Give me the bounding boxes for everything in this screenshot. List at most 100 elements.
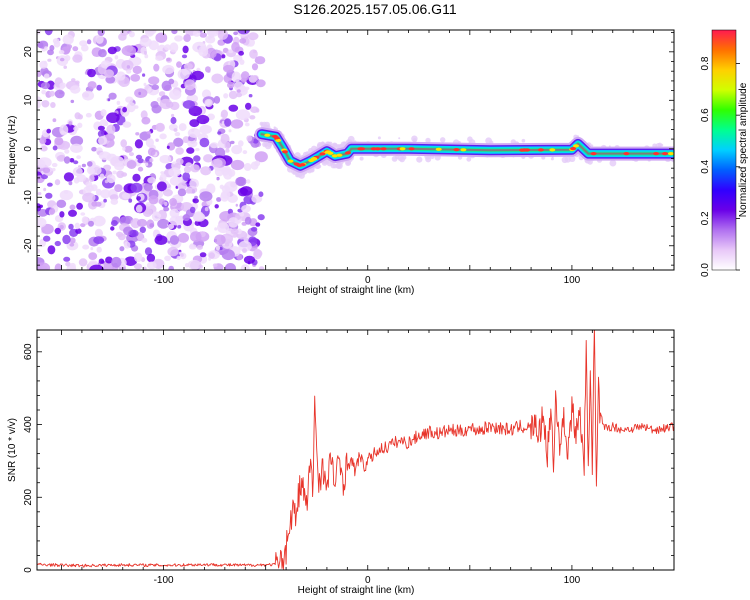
hot-spot xyxy=(264,133,271,137)
noise-blob xyxy=(111,220,118,227)
noise-blob xyxy=(88,252,98,260)
halo-dot xyxy=(440,137,446,143)
noise-blob xyxy=(219,184,224,190)
noise-blob xyxy=(104,179,109,184)
noise-blob xyxy=(251,63,259,71)
noise-blob xyxy=(91,184,98,192)
noise-blob xyxy=(58,50,65,55)
noise-blob xyxy=(188,244,197,250)
noise-blob xyxy=(177,188,187,197)
noise-blob xyxy=(205,66,211,73)
colorbar-tick-label: 0.0 xyxy=(700,263,711,277)
hot-spot xyxy=(299,163,306,167)
noise-blob xyxy=(77,122,83,128)
noise-blob xyxy=(143,266,147,270)
noise-blob xyxy=(164,201,168,206)
noise-blob xyxy=(203,154,214,163)
snr-background xyxy=(37,330,674,570)
noise-blob xyxy=(253,49,257,54)
noise-blob xyxy=(153,63,160,72)
noise-blob xyxy=(37,159,46,169)
snr-series xyxy=(37,330,674,570)
noise-blob xyxy=(158,91,166,97)
noise-blob xyxy=(88,174,95,183)
noise-blob xyxy=(107,46,117,55)
noise-blob xyxy=(106,174,116,184)
hot-spot xyxy=(399,147,406,151)
noise-blob xyxy=(170,116,177,125)
noise-blob xyxy=(148,76,160,85)
noise-blob xyxy=(76,155,81,160)
x-tick-label: -100 xyxy=(154,575,174,586)
noise-blob xyxy=(183,63,193,70)
noise-blob xyxy=(188,105,203,117)
noise-blob xyxy=(107,98,111,102)
noise-blob xyxy=(191,70,205,81)
hot-spot xyxy=(370,147,377,151)
noise-blob xyxy=(50,102,56,108)
noise-blob xyxy=(155,32,168,43)
noise-region xyxy=(37,30,268,270)
noise-blob xyxy=(243,163,252,171)
noise-blob xyxy=(161,80,172,92)
noise-blob xyxy=(192,212,206,222)
spectrogram-xlabel: Height of straight line (km) xyxy=(298,285,415,296)
noise-blob xyxy=(242,150,248,155)
noise-blob xyxy=(143,50,147,55)
noise-blob xyxy=(200,166,212,176)
noise-blob xyxy=(138,91,142,96)
noise-blob xyxy=(130,74,141,82)
halo-dot xyxy=(399,156,405,163)
noise-blob xyxy=(41,223,54,235)
noise-blob xyxy=(159,173,167,182)
noise-blob xyxy=(143,183,153,192)
hot-spot xyxy=(374,147,381,151)
halo-dot xyxy=(590,144,594,147)
noise-blob xyxy=(41,100,50,108)
hot-spot xyxy=(357,147,364,151)
halo-dot xyxy=(322,142,326,146)
noise-blob xyxy=(54,136,64,146)
hot-spot xyxy=(653,152,660,156)
noise-blob xyxy=(78,258,88,267)
noise-blob xyxy=(154,235,168,246)
noise-blob xyxy=(238,140,244,147)
noise-blob xyxy=(174,35,183,42)
noise-blob xyxy=(199,137,210,148)
noise-blob xyxy=(155,55,164,61)
y-tick-label: -20 xyxy=(23,238,34,253)
noise-blob xyxy=(163,206,170,212)
noise-blob xyxy=(171,113,175,118)
noise-blob xyxy=(228,217,239,228)
noise-blob xyxy=(59,211,65,218)
snr-panel: -100 0 100 0 200 400 600 Height of straight li… xyxy=(7,329,675,596)
noise-blob xyxy=(241,205,251,213)
noise-blob xyxy=(208,252,215,259)
hot-spot xyxy=(460,148,467,152)
noise-blob xyxy=(228,129,232,133)
noise-blob xyxy=(52,38,60,44)
noise-blob xyxy=(124,145,133,153)
noise-blob xyxy=(224,118,232,127)
halo-dot xyxy=(309,167,315,173)
noise-blob xyxy=(99,173,105,180)
noise-blob xyxy=(244,86,250,91)
y-tick-label: 400 xyxy=(23,416,34,433)
noise-blob xyxy=(230,228,239,235)
noise-blob xyxy=(76,202,83,210)
noise-blob xyxy=(119,246,125,252)
noise-blob xyxy=(95,228,103,238)
noise-blob xyxy=(224,141,231,150)
noise-blob xyxy=(169,198,178,206)
noise-blob xyxy=(54,227,61,235)
noise-blob xyxy=(169,235,179,245)
noise-blob xyxy=(144,54,149,59)
noise-blob xyxy=(199,252,207,258)
noise-blob xyxy=(72,167,83,177)
colorbar-gradient xyxy=(712,30,736,270)
noise-blob xyxy=(223,93,229,99)
noise-blob xyxy=(211,158,223,168)
noise-blob xyxy=(70,143,83,153)
noise-blob xyxy=(254,151,268,163)
noise-blob xyxy=(186,147,195,154)
